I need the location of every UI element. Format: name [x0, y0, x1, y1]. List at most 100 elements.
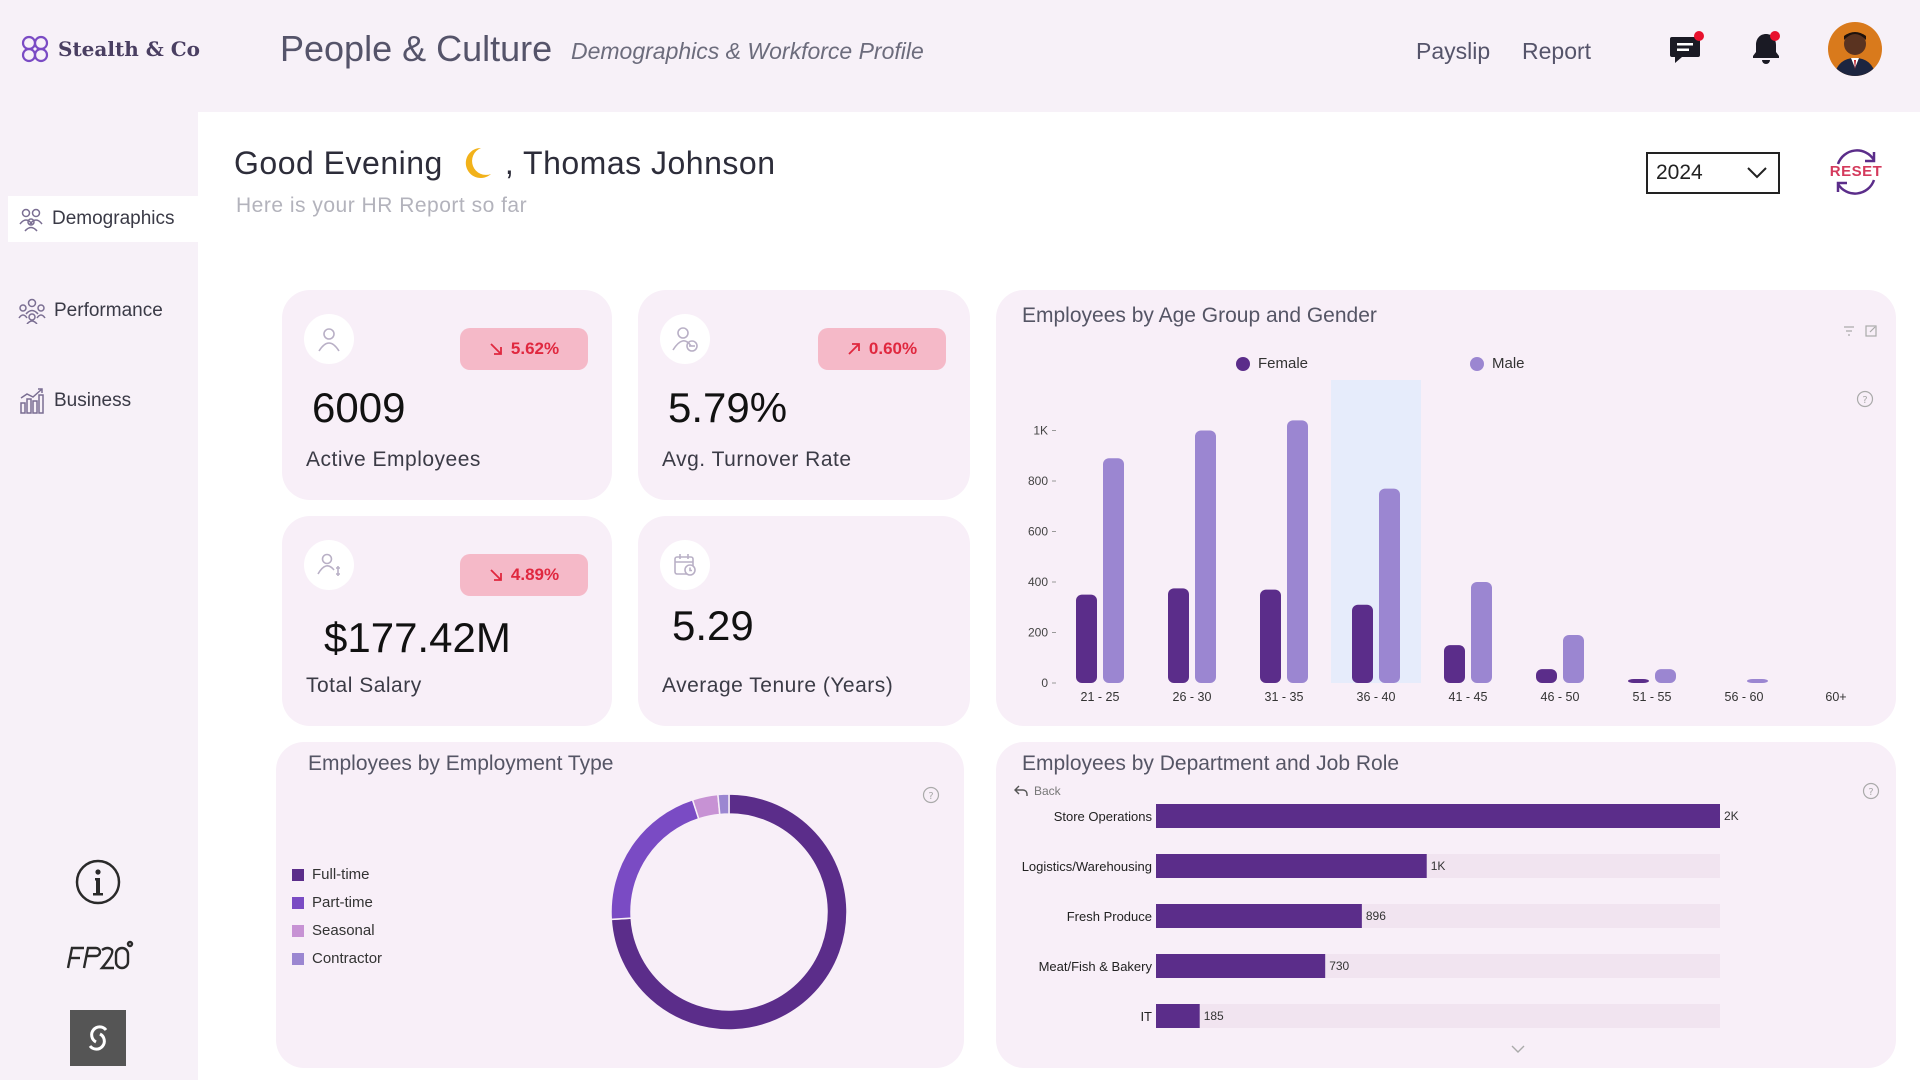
legend-full-time[interactable]: Full-time: [292, 866, 370, 883]
data-label: 896: [1366, 909, 1386, 923]
legend-label: Male: [1492, 355, 1525, 372]
data-label: 2K: [1724, 809, 1739, 823]
partner-logo: [70, 1010, 126, 1066]
kpi-card-total-salary: 4.89% $177.42M Total Salary: [282, 516, 612, 726]
report-link[interactable]: Report: [1522, 38, 1592, 64]
sidebar-item-label: Demographics: [52, 208, 175, 229]
x-tick-label: 60+: [1825, 690, 1846, 704]
category-label: IT: [1140, 1009, 1152, 1024]
kpi-label: Average Tenure (Years): [662, 674, 894, 697]
legend-label: Part-time: [312, 894, 373, 911]
expand-icon[interactable]: [1864, 324, 1878, 338]
x-tick-label: 26 - 30: [1173, 690, 1212, 704]
legend-female[interactable]: Female: [1236, 355, 1308, 372]
change-value: 5.62%: [510, 339, 560, 358]
department-bar-chart: Store Operations 2K Logistics/Warehousing 1…: [1022, 804, 1739, 1028]
sidebar-item-performance[interactable]: Performance: [8, 288, 198, 334]
kpi-value: 5.29: [672, 602, 754, 649]
change-value: 4.89%: [510, 565, 560, 584]
main-content: Good Evening , Thomas Johnson Here is yo…: [198, 112, 1920, 1080]
department-bar: [1156, 854, 1427, 878]
x-tick-label: 41 - 45: [1449, 690, 1488, 704]
refresh-icon: [1836, 149, 1876, 195]
legend-part-time[interactable]: Part-time: [292, 894, 373, 911]
department-chart-panel: Employees by Department and Job Role Bac…: [996, 742, 1896, 1068]
trend-down-icon: [490, 343, 502, 355]
data-label: 730: [1329, 959, 1349, 973]
help-icon[interactable]: ?: [1856, 390, 1874, 408]
y-tick-label: 200: [1028, 626, 1048, 640]
age-gender-bar-chart: 0 200 400 600 800 1K 21 - 25 26 - 30 31 - 35 36 -…: [1028, 380, 1847, 704]
info-icon[interactable]: [74, 858, 122, 906]
help-icon[interactable]: ?: [1862, 782, 1880, 800]
trend-down-icon: [490, 569, 502, 581]
greeting-text: Good Evening: [234, 144, 443, 181]
y-tick-label: 1K: [1033, 424, 1048, 438]
greeting-subtitle: Here is your HR Report so far: [236, 194, 528, 217]
sidebar-item-demographics[interactable]: Demographics: [8, 196, 198, 242]
back-button[interactable]: Back: [1014, 784, 1061, 798]
x-tick-label: 21 - 25: [1081, 690, 1120, 704]
brand-name: Stealth & Co: [58, 37, 200, 61]
legend-part-time-swatch: [292, 896, 304, 909]
change-badge: 0.60%: [818, 328, 946, 370]
bar-male: [1287, 420, 1308, 683]
page-subtitle: Demographics & Workforce Profile: [571, 38, 924, 64]
avatar-portrait-icon: [1828, 22, 1882, 76]
legend-male[interactable]: Male: [1470, 355, 1525, 372]
chart-title: Employees by Department and Job Role: [1022, 752, 1400, 775]
person-icon: [304, 314, 354, 364]
sidebar-item-business[interactable]: Business: [8, 378, 198, 424]
calendar-clock-icon: [660, 540, 710, 590]
kpi-value: $177.42M: [324, 614, 511, 661]
y-tick-label: 800: [1028, 474, 1048, 488]
bar-male: [1195, 430, 1216, 683]
bar-track: [1156, 1004, 1720, 1028]
x-tick-label: 56 - 60: [1725, 690, 1764, 704]
legend-full-time-swatch: [292, 868, 304, 881]
year-select[interactable]: 2024: [1646, 152, 1780, 194]
employment-type-chart-panel: Employees by Employment Type ? Full-time…: [276, 742, 964, 1068]
top-bar: Stealth & Co People & Culture Demographi…: [0, 0, 1920, 112]
person-exit-icon: [660, 314, 710, 364]
filter-icon[interactable]: [1842, 324, 1856, 338]
legend-label: Full-time: [312, 866, 370, 883]
legend-female-swatch: [1236, 356, 1250, 371]
kpi-card-tenure: 5.29 Average Tenure (Years): [638, 516, 970, 726]
bar-female: [1076, 594, 1097, 683]
bar-male: [1103, 458, 1124, 683]
brand-logo-icon: [21, 35, 49, 63]
bar-chart-icon: [20, 388, 44, 414]
donut-slice-full-time: [610, 793, 848, 1031]
chat-icon[interactable]: [1668, 30, 1704, 66]
donut-slice-part-time: [610, 798, 700, 921]
legend-label: Contractor: [312, 950, 383, 967]
legend-label: Female: [1258, 355, 1309, 372]
brand[interactable]: Stealth & Co: [20, 34, 200, 64]
employment-type-donut-chart: [610, 793, 848, 1031]
bell-icon[interactable]: [1748, 30, 1784, 66]
chart-title: Employees by Age Group and Gender: [1022, 304, 1377, 327]
y-tick-label: 600: [1028, 525, 1048, 539]
payslip-link[interactable]: Payslip: [1416, 38, 1491, 64]
scroll-down-icon[interactable]: [1510, 1044, 1526, 1054]
kpi-card-active-employees: 5.62% 6009 Active Employees: [282, 290, 612, 500]
legend-contractor[interactable]: Contractor: [292, 950, 382, 967]
category-label: Logistics/Warehousing: [1022, 859, 1152, 874]
sidebar-item-label: Performance: [54, 300, 163, 321]
x-tick-label: 51 - 55: [1633, 690, 1672, 704]
legend-seasonal[interactable]: Seasonal: [292, 922, 375, 939]
change-badge: 5.62%: [460, 328, 588, 370]
sidebar: Demographics Performance Business: [0, 112, 198, 1080]
legend-seasonal-swatch: [292, 924, 304, 937]
legend-contractor-swatch: [292, 952, 304, 965]
department-bar: [1156, 904, 1362, 928]
category-label: Meat/Fish & Bakery: [1039, 959, 1153, 974]
bar-female: [1168, 588, 1189, 683]
reset-button[interactable]: RESET: [1828, 144, 1884, 200]
bar-female: [1260, 589, 1281, 683]
highlight-band: [1331, 380, 1421, 683]
user-avatar[interactable]: [1828, 22, 1882, 76]
help-icon[interactable]: ?: [922, 786, 940, 804]
chart-title: Employees by Employment Type: [308, 752, 614, 775]
